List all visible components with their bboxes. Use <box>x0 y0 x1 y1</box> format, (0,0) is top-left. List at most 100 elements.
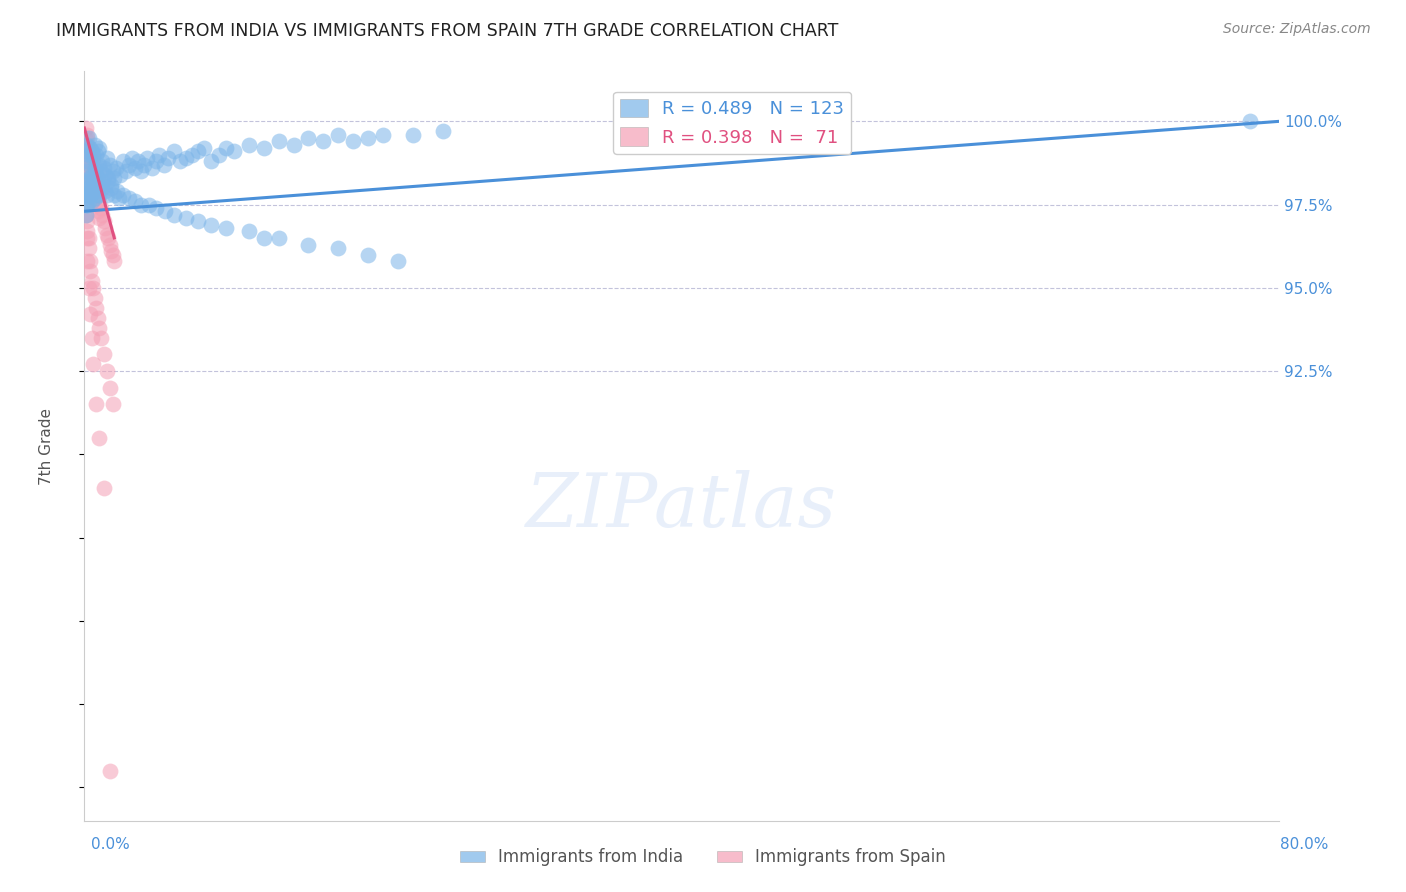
Point <box>80 168 103 182</box>
Point <box>80 194 103 209</box>
Point <box>79 158 101 172</box>
Point <box>77 241 100 255</box>
Point <box>91 154 114 169</box>
Point <box>75 208 97 222</box>
Point <box>87 145 110 159</box>
Point <box>1239 114 1261 128</box>
Point <box>215 220 238 235</box>
Point <box>105 184 128 198</box>
Point <box>373 128 395 142</box>
Point <box>100 244 122 259</box>
Point <box>222 145 245 159</box>
Point <box>80 331 103 345</box>
Point <box>75 208 97 222</box>
Point <box>75 145 97 159</box>
Point <box>83 191 105 205</box>
Point <box>193 141 215 155</box>
Point <box>76 137 98 152</box>
Point <box>89 194 111 209</box>
Point <box>94 184 117 198</box>
Point <box>200 218 222 232</box>
Point <box>77 170 100 185</box>
Point <box>112 154 135 169</box>
Point <box>96 187 118 202</box>
Point <box>77 170 100 185</box>
Point <box>76 184 98 198</box>
Point <box>77 131 100 145</box>
Point <box>267 134 290 148</box>
Point <box>79 187 101 202</box>
Point <box>77 141 100 155</box>
Text: 80.0%: 80.0% <box>1281 838 1329 852</box>
Point <box>79 184 101 198</box>
Point <box>77 147 100 161</box>
Point <box>80 170 103 185</box>
Point <box>79 151 101 165</box>
Point <box>77 147 100 161</box>
Point <box>86 184 108 198</box>
Point <box>112 187 135 202</box>
Point <box>76 164 98 178</box>
Point <box>118 158 141 172</box>
Point <box>101 164 124 178</box>
Point <box>75 131 97 145</box>
Point <box>80 145 103 159</box>
Point <box>89 141 111 155</box>
Point <box>103 170 125 185</box>
Text: IMMIGRANTS FROM INDIA VS IMMIGRANTS FROM SPAIN 7TH GRADE CORRELATION CHART: IMMIGRANTS FROM INDIA VS IMMIGRANTS FROM… <box>56 22 838 40</box>
Point <box>283 137 305 152</box>
Point <box>104 161 127 175</box>
Point <box>93 347 115 361</box>
Text: 7th Grade: 7th Grade <box>38 408 53 484</box>
Point <box>89 181 111 195</box>
Point <box>77 231 100 245</box>
Point <box>267 231 290 245</box>
Point <box>80 164 103 178</box>
Point <box>86 184 108 198</box>
Point <box>91 181 114 195</box>
Point <box>745 131 768 145</box>
Point <box>98 381 121 395</box>
Point <box>82 174 104 188</box>
Point <box>297 237 319 252</box>
Point <box>181 147 204 161</box>
Text: Source: ZipAtlas.com: Source: ZipAtlas.com <box>1223 22 1371 37</box>
Point <box>163 208 186 222</box>
Point <box>75 174 97 188</box>
Point <box>75 187 97 202</box>
Point <box>148 147 170 161</box>
Point <box>118 191 141 205</box>
Point <box>79 161 101 175</box>
Point <box>90 331 112 345</box>
Point <box>253 231 276 245</box>
Point <box>75 208 97 222</box>
Point <box>90 164 112 178</box>
Point <box>82 358 104 372</box>
Point <box>129 164 152 178</box>
Point <box>80 184 103 198</box>
Point <box>127 154 149 169</box>
Point <box>76 141 98 155</box>
Point <box>91 208 114 222</box>
Point <box>98 764 121 778</box>
Point <box>132 158 156 172</box>
Point <box>129 197 152 211</box>
Point <box>328 241 350 255</box>
Point <box>153 204 176 219</box>
Point <box>77 281 100 295</box>
Point <box>83 291 105 305</box>
Point <box>75 181 97 195</box>
Point <box>124 161 146 175</box>
Point <box>79 308 101 322</box>
Point <box>96 227 118 242</box>
Point <box>79 141 101 155</box>
Point <box>83 191 105 205</box>
Point <box>83 137 105 152</box>
Point <box>96 151 118 165</box>
Point <box>107 191 129 205</box>
Point <box>357 131 380 145</box>
Point <box>187 214 209 228</box>
Point <box>76 131 98 145</box>
Point <box>86 197 108 211</box>
Point <box>76 197 98 211</box>
